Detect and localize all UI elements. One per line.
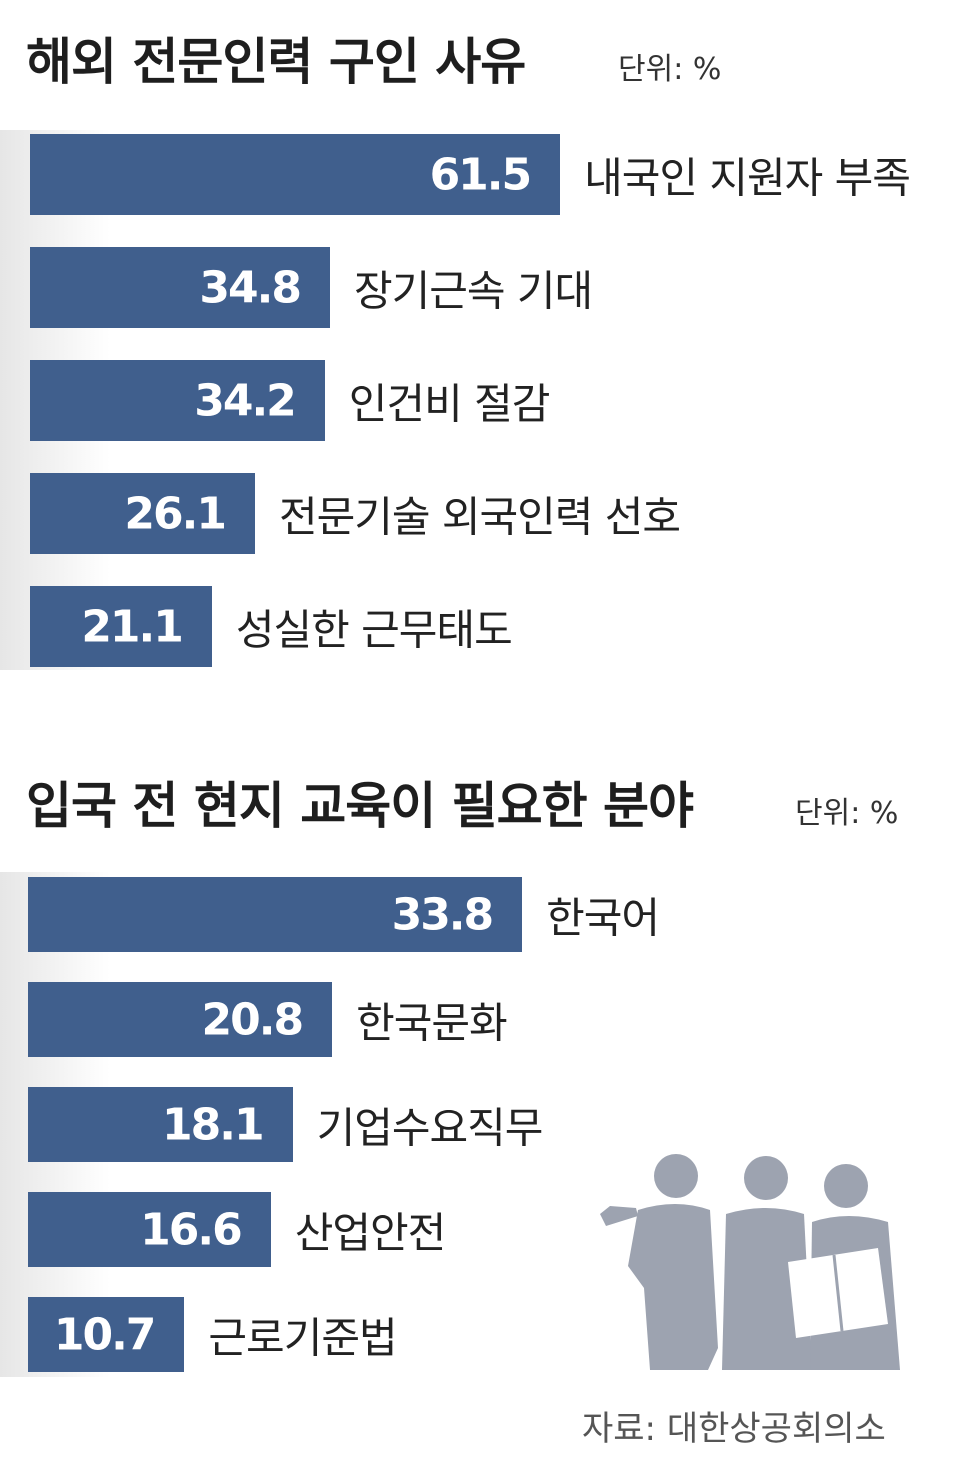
chart-1-bar: 26.1 [30,473,255,554]
chart-2-row: 33.8 한국어 [0,877,960,952]
chart-2-title: 입국 전 현지 교육이 필요한 분야 [26,777,694,835]
chart-2-category-label: 한국어 [546,893,660,942]
chart-2-row: 20.8 한국문화 [0,982,960,1057]
chart-1-value-label: 34.8 [199,262,302,313]
chart-2-value-label: 33.8 [391,889,495,940]
chart-2-value-label: 18.1 [162,1099,265,1150]
chart-2-unit-label: 단위: % [795,796,899,831]
chart-1-value-label: 21.1 [81,601,184,652]
chart-1-row: 34.8 장기근속 기대 [0,247,960,328]
chart-2-bar: 18.1 [28,1087,293,1162]
chart-1-category-label: 전문기술 외국인력 선호 [278,492,681,541]
chart-2-bar: 10.7 [28,1297,185,1372]
chart-1-bars: 61.5 내국인 지원자 부족 34.8 장기근속 기대 34.2 인건비 절감 26.1 전… [0,130,960,670]
chart-1-row: 26.1 전문기술 외국인력 선호 [0,473,960,554]
business-people-silhouette-icon [600,1154,900,1370]
chart-2-category-label: 산업안전 [294,1208,447,1257]
chart-1-row: 61.5 내국인 지원자 부족 [0,134,960,215]
chart-1-row: 21.1 성실한 근무태도 [0,586,960,667]
chart-2-bar: 16.6 [28,1192,271,1267]
chart-2-category-label: 한국문화 [356,998,508,1047]
chart-1-row: 34.2 인건비 절감 [0,360,960,441]
chart-1-bar: 34.2 [30,360,325,441]
chart-1-bar: 61.5 [30,134,561,215]
chart-1-value-label: 34.2 [194,375,297,426]
chart-2-bar: 20.8 [28,982,333,1057]
chart-2-row: 18.1 기업수요직무 [0,1087,960,1162]
chart-1-bar: 21.1 [30,586,212,667]
chart-1-value-label: 61.5 [429,149,533,200]
chart-2-bar: 33.8 [28,877,523,952]
chart-1-title: 해외 전문인력 구인 사유 [26,33,526,91]
chart-1-category-label: 인건비 절감 [348,379,551,428]
chart-2-value-label: 16.6 [140,1204,243,1255]
chart-2-category-label: 기업수요직무 [316,1103,544,1152]
chart-2-category-label: 근로기준법 [208,1313,397,1362]
chart-1-category-label: 장기근속 기대 [353,266,593,315]
chart-1-value-label: 26.1 [124,488,227,539]
chart-2-value-label: 10.7 [53,1309,157,1360]
chart-2-row: 16.6 산업안전 [0,1192,960,1267]
chart-1-unit-label: 단위: % [618,52,722,87]
chart-2-row: 10.7 근로기준법 [0,1297,960,1372]
chart-2-value-label: 20.8 [201,994,305,1045]
chart-1-category-label: 내국인 지원자 부족 [584,153,911,202]
chart-1-category-label: 성실한 근무태도 [235,605,513,654]
chart-2-bars: 33.8 한국어 20.8 한국문화 18.1 기업수요직무 16.6 산업안전 10.7 근로기… [0,872,960,1377]
chart-1-bar: 34.8 [30,247,330,328]
source-text: 자료: 대한상공회의소 [582,1409,886,1449]
